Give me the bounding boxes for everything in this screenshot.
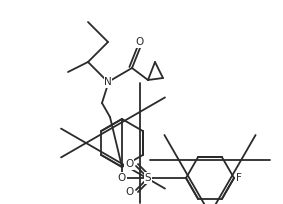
Text: O: O: [125, 159, 133, 169]
Text: S: S: [145, 173, 151, 183]
Text: F: F: [236, 173, 242, 183]
Text: N: N: [104, 77, 112, 87]
Text: O: O: [136, 37, 144, 47]
Text: O: O: [125, 187, 133, 197]
Text: O: O: [118, 173, 126, 183]
